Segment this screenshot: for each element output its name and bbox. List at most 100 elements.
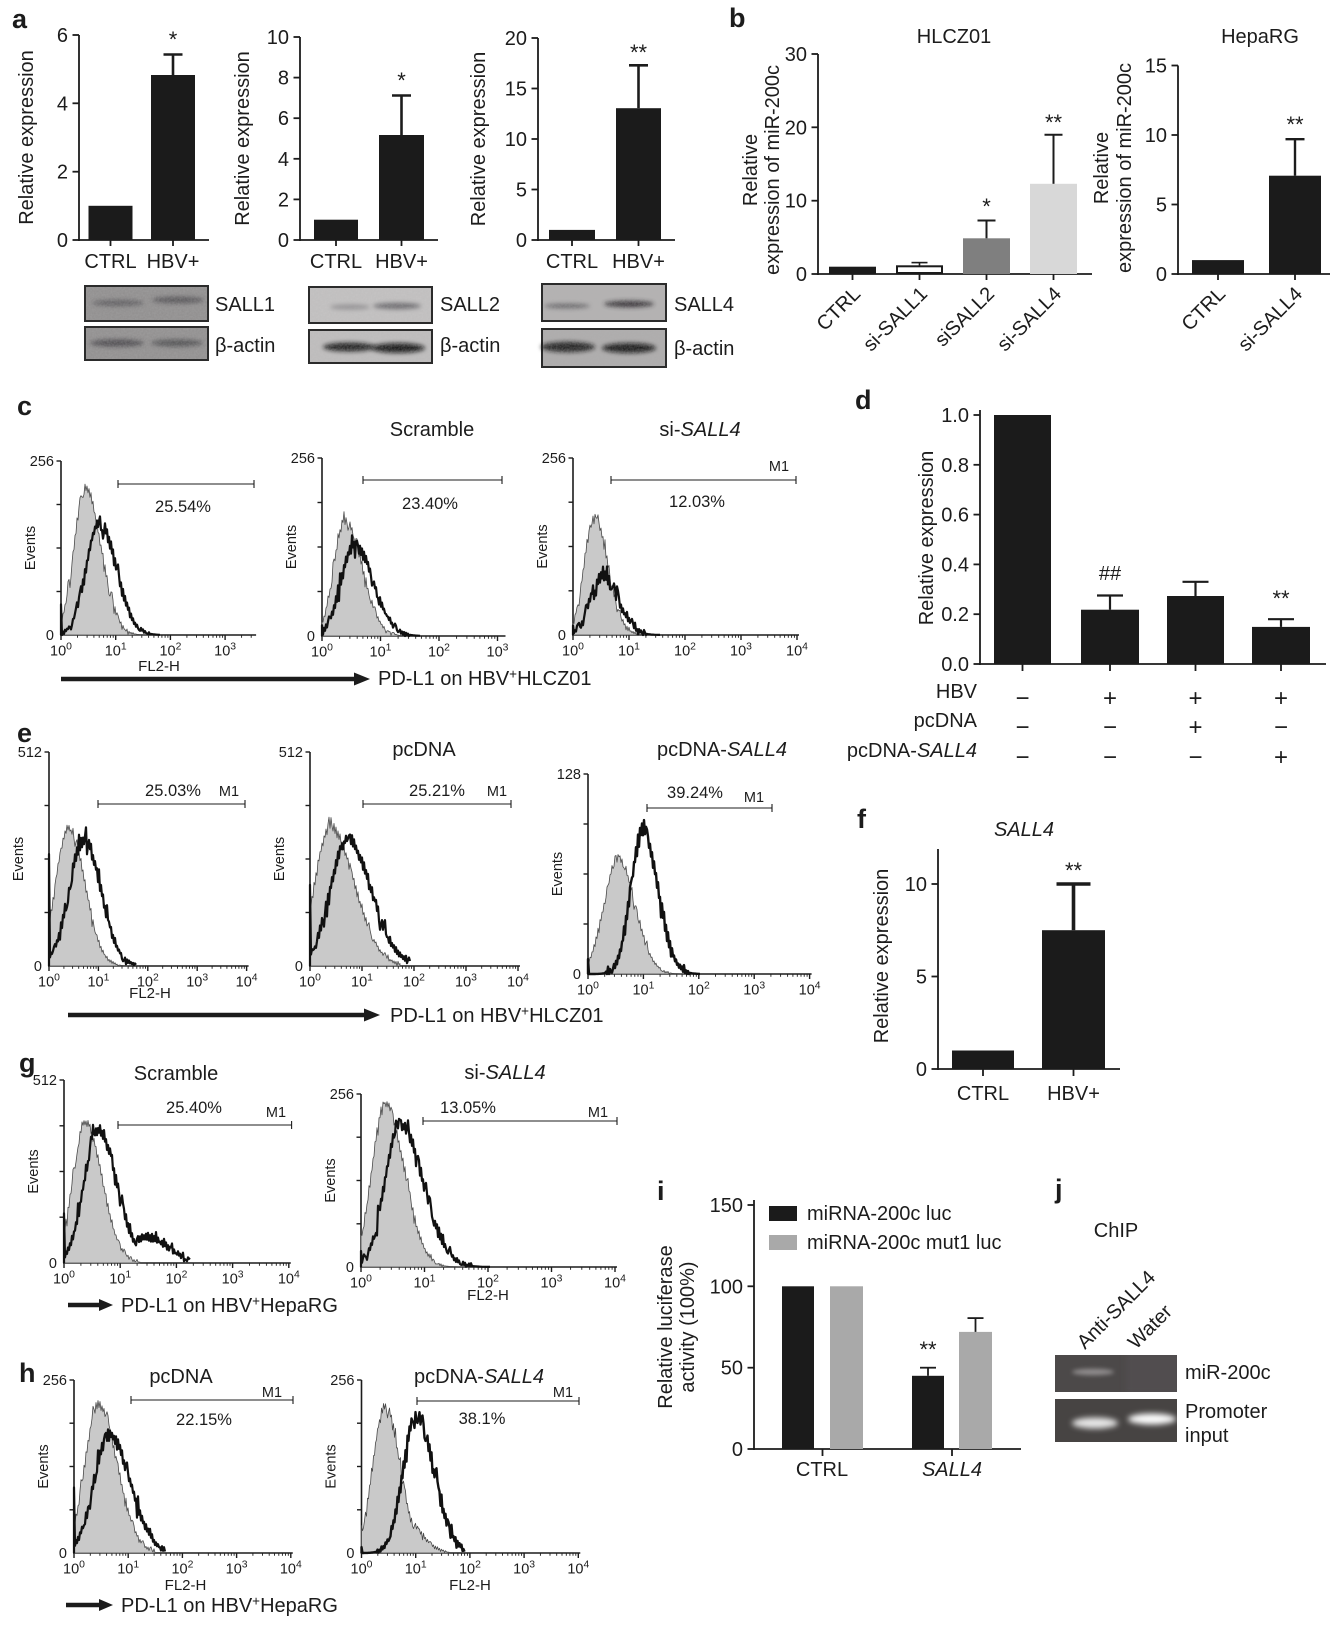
svg-text:M1: M1 <box>487 784 507 800</box>
svg-text:−: − <box>1015 685 1029 712</box>
svg-text:e: e <box>17 718 32 748</box>
svg-text:β-actin: β-actin <box>440 335 500 357</box>
svg-text:0: 0 <box>46 628 54 644</box>
svg-text:+: + <box>1188 685 1202 712</box>
svg-text:d: d <box>855 385 872 415</box>
svg-text:pcDNA-SALL4: pcDNA-SALL4 <box>847 740 977 762</box>
svg-text:4: 4 <box>57 93 68 115</box>
svg-text:15: 15 <box>1145 56 1167 78</box>
svg-text:0: 0 <box>307 629 315 645</box>
svg-text:c: c <box>17 391 32 421</box>
svg-text:SALL1: SALL1 <box>215 294 275 316</box>
svg-text:β-actin: β-actin <box>674 338 734 360</box>
svg-text:20: 20 <box>785 117 807 139</box>
svg-text:Events: Events <box>324 1444 340 1488</box>
svg-text:13.05%: 13.05% <box>440 1099 496 1117</box>
svg-text:15: 15 <box>505 79 527 101</box>
svg-text:0: 0 <box>573 967 581 983</box>
svg-text:Events: Events <box>323 1158 339 1202</box>
svg-text:0: 0 <box>346 1546 354 1562</box>
svg-text:0.8: 0.8 <box>941 455 969 477</box>
svg-text:10: 10 <box>905 874 927 896</box>
svg-text:HBV+: HBV+ <box>612 251 665 273</box>
svg-text:0: 0 <box>57 230 68 252</box>
svg-text:256: 256 <box>30 454 54 470</box>
svg-text:−: − <box>1188 744 1202 771</box>
svg-text:pcDNA: pcDNA <box>149 1366 213 1388</box>
svg-text:**: ** <box>1286 112 1304 137</box>
svg-text:**: ** <box>1272 586 1290 611</box>
svg-text:M1: M1 <box>769 459 789 475</box>
svg-text:CTRL: CTRL <box>310 251 362 273</box>
svg-text:25.54%: 25.54% <box>155 498 211 516</box>
svg-text:256: 256 <box>542 451 566 467</box>
svg-text:g: g <box>19 1048 36 1078</box>
svg-text:Relative expression: Relative expression <box>232 51 254 226</box>
svg-text:0: 0 <box>59 1546 67 1562</box>
svg-text:activity (100%): activity (100%) <box>677 1261 699 1392</box>
svg-text:0.4: 0.4 <box>941 554 969 576</box>
svg-text:0: 0 <box>916 1059 927 1081</box>
svg-text:FL2-H: FL2-H <box>449 1577 491 1594</box>
svg-text:M1: M1 <box>266 1105 286 1121</box>
svg-text:0: 0 <box>796 264 807 286</box>
svg-text:SALL4: SALL4 <box>994 819 1054 841</box>
svg-text:Events: Events <box>550 852 566 896</box>
svg-text:0: 0 <box>34 959 42 975</box>
svg-text:miR-200c: miR-200c <box>1185 1362 1271 1384</box>
svg-text:128: 128 <box>557 767 581 783</box>
svg-text:256: 256 <box>330 1087 354 1103</box>
svg-text:Relative expression: Relative expression <box>916 451 938 626</box>
svg-text:miRNA-200c mut1 luc: miRNA-200c mut1 luc <box>807 1232 1002 1254</box>
svg-text:−: − <box>1015 744 1029 771</box>
svg-text:39.24%: 39.24% <box>667 784 723 802</box>
svg-text:0: 0 <box>558 628 566 644</box>
svg-text:*: * <box>169 27 178 52</box>
svg-text:0: 0 <box>346 1260 354 1276</box>
svg-text:10: 10 <box>267 27 289 49</box>
svg-text:HBV+: HBV+ <box>147 251 200 273</box>
svg-text:β-actin: β-actin <box>215 335 275 357</box>
svg-text:expression of miR-200c: expression of miR-200c <box>762 65 784 275</box>
svg-text:Events: Events <box>36 1444 52 1488</box>
svg-text:SALL4: SALL4 <box>922 1459 982 1481</box>
svg-text:256: 256 <box>291 451 315 467</box>
svg-text:**: ** <box>1045 110 1063 135</box>
svg-text:20: 20 <box>505 28 527 50</box>
svg-text:**: ** <box>919 1337 937 1362</box>
svg-text:30: 30 <box>785 44 807 66</box>
svg-text:pcDNA-SALL4: pcDNA-SALL4 <box>414 1366 544 1388</box>
svg-text:ChIP: ChIP <box>1094 1220 1138 1242</box>
svg-text:si-SALL4: si-SALL4 <box>464 1062 545 1084</box>
svg-text:SALL4: SALL4 <box>674 294 734 316</box>
svg-text:pcDNA: pcDNA <box>914 710 978 732</box>
svg-text:miRNA-200c luc: miRNA-200c luc <box>807 1203 951 1225</box>
svg-text:*: * <box>397 68 406 93</box>
svg-text:##: ## <box>1099 563 1122 585</box>
svg-text:6: 6 <box>278 108 289 130</box>
svg-text:+: + <box>1274 685 1288 712</box>
svg-text:Scramble: Scramble <box>134 1063 218 1085</box>
svg-text:5: 5 <box>516 180 527 202</box>
svg-text:−: − <box>1274 714 1288 741</box>
svg-text:Relative: Relative <box>1091 132 1113 204</box>
svg-text:FL2-H: FL2-H <box>129 985 171 1002</box>
svg-text:FL2-H: FL2-H <box>467 1287 509 1304</box>
svg-text:HepaRG: HepaRG <box>1221 26 1299 48</box>
svg-text:−: − <box>1103 744 1117 771</box>
svg-text:+: + <box>1188 714 1202 741</box>
svg-text:pcDNA-SALL4: pcDNA-SALL4 <box>657 739 787 761</box>
svg-text:Relative expression: Relative expression <box>468 52 490 227</box>
svg-text:Events: Events <box>26 1149 42 1193</box>
svg-text:0.0: 0.0 <box>941 654 969 676</box>
svg-text:Events: Events <box>535 524 551 568</box>
svg-text:*: * <box>982 194 991 219</box>
svg-text:b: b <box>729 3 746 33</box>
svg-text:pcDNA: pcDNA <box>392 739 456 761</box>
svg-text:CTRL: CTRL <box>796 1459 848 1481</box>
svg-text:22.15%: 22.15% <box>176 1411 232 1429</box>
svg-text:0: 0 <box>278 230 289 252</box>
svg-text:+: + <box>1274 744 1288 771</box>
svg-text:M1: M1 <box>588 1105 608 1121</box>
svg-text:si-SALL4: si-SALL4 <box>659 419 740 441</box>
